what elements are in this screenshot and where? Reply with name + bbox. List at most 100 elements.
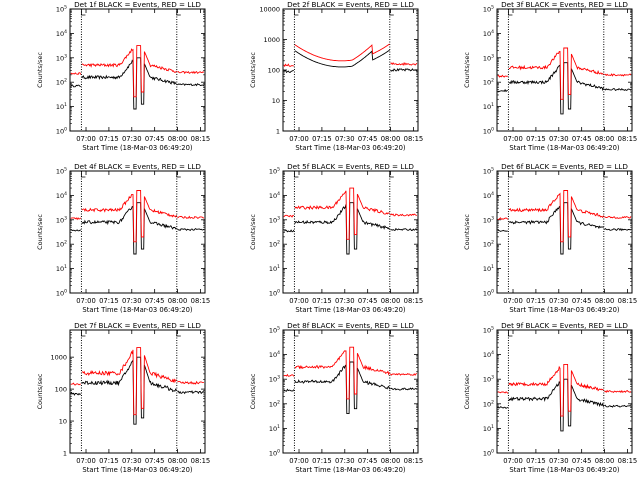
x-tick-label: 07:15 bbox=[312, 457, 332, 465]
panel-title: Det 6f BLACK = Events, RED = LLD bbox=[501, 162, 628, 171]
y-tick-label: 105 bbox=[56, 5, 67, 14]
x-tick-label: 07:45 bbox=[145, 135, 165, 143]
x-tick-label: 07:45 bbox=[572, 135, 592, 143]
plot-frame bbox=[282, 329, 419, 454]
series-events-segment bbox=[177, 390, 204, 395]
plot-frame bbox=[69, 8, 206, 132]
flag-marker bbox=[176, 330, 181, 337]
x-tick-label: 08:15 bbox=[191, 457, 211, 465]
panel-title: Det 7f BLACK = Events, RED = LLD bbox=[74, 321, 201, 330]
x-tick-label: 08:15 bbox=[618, 457, 638, 465]
y-tick-label: 101 bbox=[483, 424, 494, 433]
plot-frame bbox=[496, 329, 633, 454]
y-tick-label: 104 bbox=[269, 191, 280, 200]
x-tick-label: 07:15 bbox=[99, 457, 119, 465]
series-events-segment bbox=[497, 88, 508, 93]
y-tick-label: 101 bbox=[483, 264, 494, 273]
x-tick-label: 08:00 bbox=[381, 135, 401, 143]
flag-marker bbox=[603, 171, 608, 178]
y-axis-label: Counts/sec bbox=[249, 214, 257, 250]
flag-marker bbox=[389, 9, 394, 16]
panel-det-3: Det 3f BLACK = Events, RED = LLD 100 101 10… bbox=[463, 0, 637, 152]
x-tick-label: 07:45 bbox=[358, 297, 378, 305]
x-tick-label: 08:15 bbox=[404, 457, 424, 465]
x-tick-label: 07:15 bbox=[312, 135, 332, 143]
series-events-segment bbox=[283, 388, 295, 392]
y-tick-label: 105 bbox=[269, 326, 280, 335]
x-tick-label: 08:00 bbox=[168, 457, 188, 465]
y-axis-label: Counts/sec bbox=[36, 214, 44, 250]
x-axis-label: Start Time (18-Mar-03 06:49:20) bbox=[82, 144, 192, 152]
series-events-segment bbox=[294, 202, 390, 255]
x-tick-label: 07:00 bbox=[289, 457, 309, 465]
y-tick-label: 100 bbox=[268, 67, 280, 75]
x-axis-label: Start Time (18-Mar-03 06:49:20) bbox=[509, 144, 619, 152]
y-tick-label: 105 bbox=[483, 5, 494, 14]
y-tick-label: 103 bbox=[56, 215, 67, 224]
x-tick-label: 07:30 bbox=[335, 135, 355, 143]
series-events-segment bbox=[70, 84, 81, 88]
series-events-segment bbox=[70, 229, 82, 232]
series-lld-segment bbox=[497, 217, 509, 220]
series-lld-segment bbox=[283, 63, 294, 68]
y-tick-label: 1000 bbox=[50, 354, 67, 362]
flag-marker bbox=[81, 9, 86, 16]
y-tick-label: 102 bbox=[56, 240, 67, 249]
y-tick-label: 105 bbox=[56, 167, 67, 176]
series-lld-segment bbox=[508, 363, 604, 417]
panel-title: Det 3f BLACK = Events, RED = LLD bbox=[501, 0, 628, 9]
x-tick-label: 07:30 bbox=[335, 457, 355, 465]
series-events-segment bbox=[497, 406, 509, 409]
series-events-segment bbox=[508, 62, 604, 115]
x-tick-label: 07:30 bbox=[549, 297, 569, 305]
x-tick-label: 07:15 bbox=[526, 457, 546, 465]
x-tick-label: 08:00 bbox=[381, 297, 401, 305]
y-tick-label: 104 bbox=[269, 350, 280, 359]
y-tick-label: 101 bbox=[269, 264, 280, 273]
y-tick-label: 102 bbox=[483, 78, 494, 87]
series-events-segment bbox=[81, 356, 177, 425]
flag-marker bbox=[508, 9, 513, 16]
series-events-segment bbox=[177, 83, 204, 87]
x-tick-label: 07:00 bbox=[289, 135, 309, 143]
flag-marker bbox=[389, 171, 394, 178]
series-events-segment bbox=[508, 202, 604, 255]
x-tick-label: 07:45 bbox=[145, 457, 165, 465]
y-tick-label: 100 bbox=[483, 127, 494, 136]
panel-det-9: Det 9f BLACK = Events, RED = LLD 100 101 10… bbox=[463, 321, 637, 474]
flag-marker bbox=[81, 171, 86, 178]
series-lld-segment bbox=[70, 382, 81, 386]
series-events-segment bbox=[604, 404, 632, 408]
series-events-segment bbox=[390, 67, 418, 72]
y-tick-label: 10 bbox=[59, 418, 67, 426]
panel-det-4: Det 4f BLACK = Events, RED = LLD 100 101 10… bbox=[36, 162, 210, 314]
y-tick-label: 103 bbox=[483, 375, 494, 384]
y-tick-label: 104 bbox=[56, 191, 67, 200]
y-tick-label: 103 bbox=[56, 53, 67, 62]
y-tick-label: 105 bbox=[483, 167, 494, 176]
y-tick-label: 100 bbox=[269, 289, 280, 298]
x-tick-label: 07:00 bbox=[503, 457, 523, 465]
series-events-segment bbox=[497, 229, 508, 232]
y-tick-label: 102 bbox=[483, 240, 494, 249]
series-events-segment bbox=[81, 57, 177, 110]
panel-title: Det 8f BLACK = Events, RED = LLD bbox=[287, 321, 414, 330]
series-lld-segment bbox=[390, 213, 418, 217]
series-lld-segment bbox=[177, 380, 204, 385]
y-tick-label: 104 bbox=[483, 350, 494, 359]
panel-title: Det 9f BLACK = Events, RED = LLD bbox=[501, 321, 628, 330]
y-tick-label: 101 bbox=[269, 424, 280, 433]
x-tick-label: 07:00 bbox=[76, 297, 96, 305]
series-lld-segment bbox=[604, 389, 632, 394]
series-events-segment bbox=[283, 229, 295, 233]
x-tick-label: 08:15 bbox=[618, 135, 638, 143]
x-tick-label: 07:00 bbox=[289, 297, 309, 305]
y-tick-label: 103 bbox=[483, 53, 494, 62]
y-tick-label: 101 bbox=[56, 264, 67, 273]
y-tick-label: 105 bbox=[483, 326, 494, 335]
x-tick-label: 07:45 bbox=[572, 297, 592, 305]
series-lld-segment bbox=[604, 73, 632, 77]
series-events-segment bbox=[81, 202, 177, 255]
series-lld-segment bbox=[390, 61, 418, 66]
y-tick-label: 102 bbox=[483, 399, 494, 408]
